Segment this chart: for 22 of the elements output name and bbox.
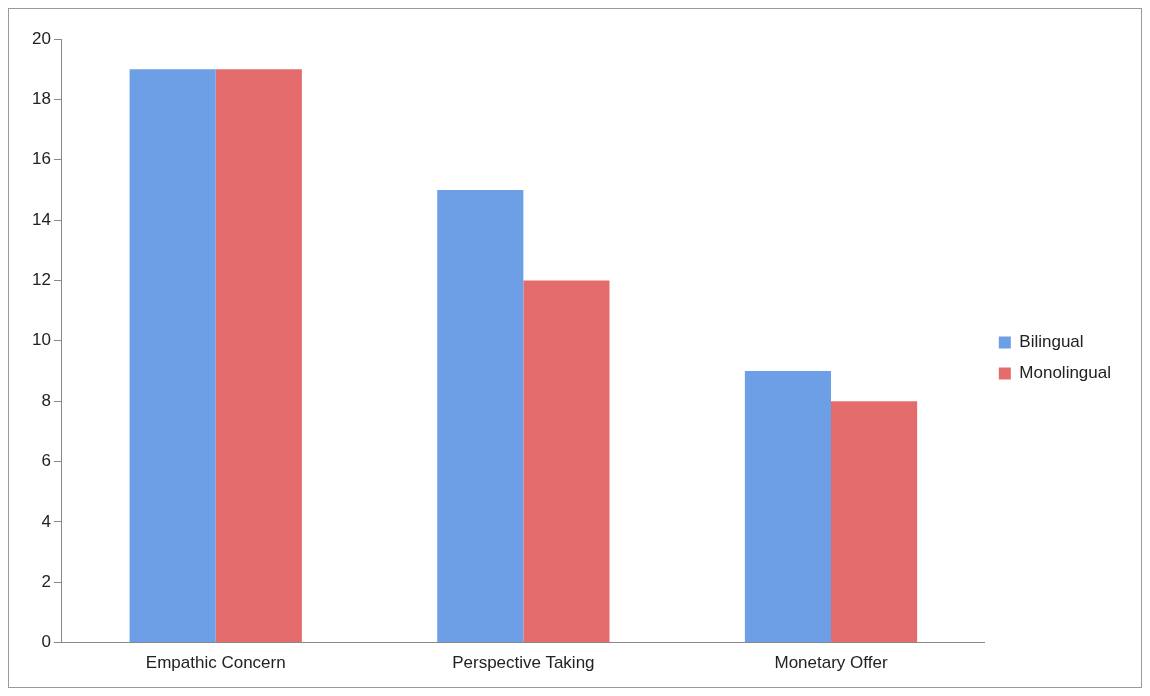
y-tick-label: 20 [31,28,51,48]
y-tick-label: 4 [41,511,51,531]
y-tick-label: 12 [31,270,51,290]
bar [744,370,832,643]
legend-label: Monolingual [1019,363,1112,383]
y-tick-label: 16 [31,149,51,169]
y-tick-label: 6 [41,451,51,471]
y-tick-label: 14 [31,209,51,229]
bar [437,189,524,643]
y-tick-label: 10 [31,330,51,350]
x-tick-label: Monetary Offer [774,653,888,673]
legend-label: Bilingual [1019,332,1084,352]
bar [831,401,918,643]
y-tick-label: 0 [41,632,51,652]
bar [129,69,216,643]
y-tick-label: 18 [31,89,51,109]
x-tick-label: Perspective Taking [452,653,595,673]
y-tick-label: 8 [41,390,51,410]
x-tick-label: Empathic Concern [145,653,286,673]
bar [523,280,610,643]
bar [215,69,302,643]
y-tick-label: 2 [41,571,51,591]
